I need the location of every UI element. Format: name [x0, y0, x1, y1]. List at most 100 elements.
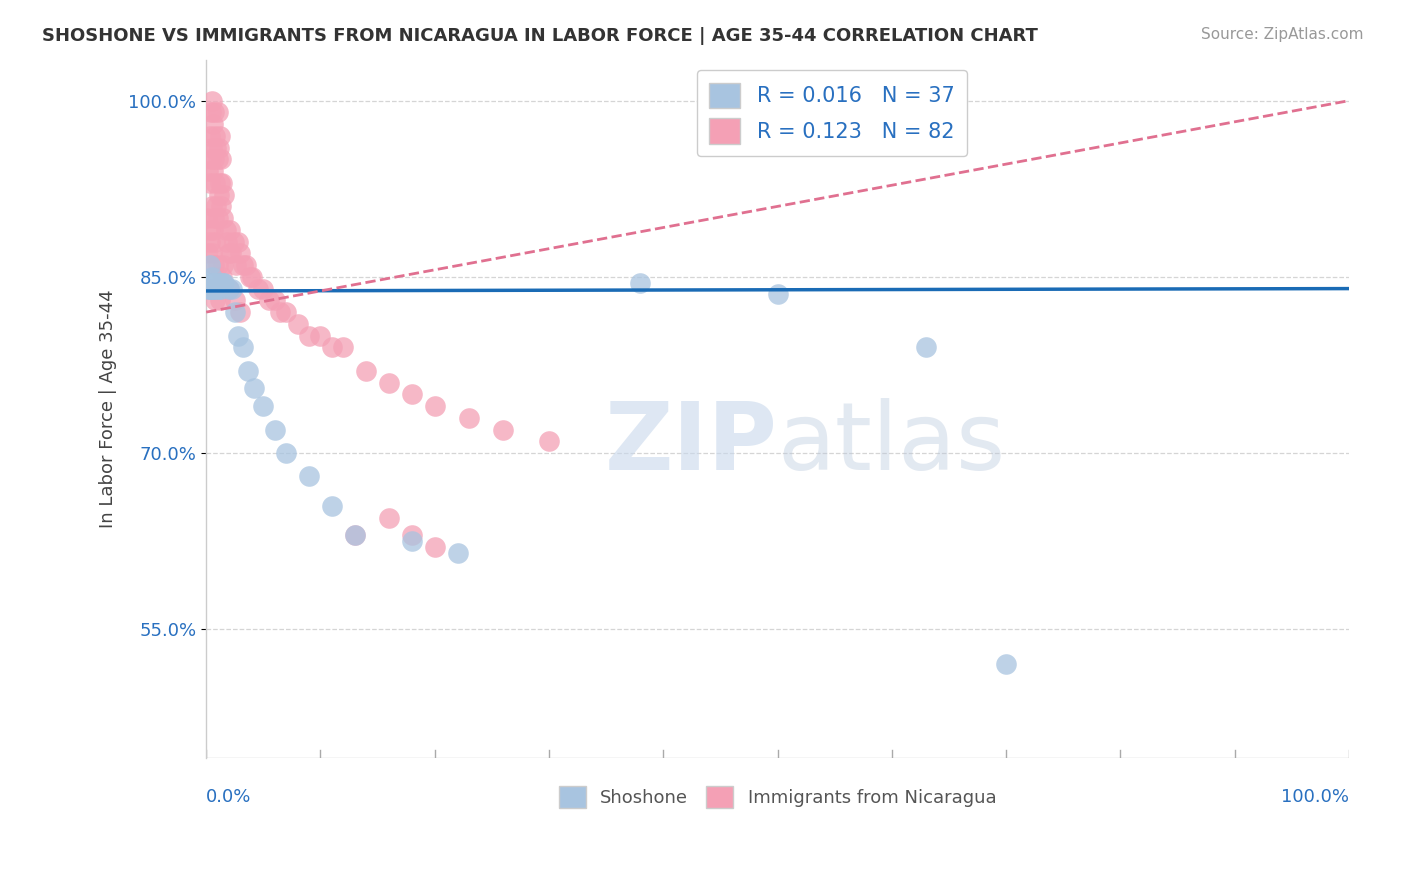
Point — [201, 141, 224, 155]
Text: 100.0%: 100.0% — [1281, 788, 1348, 805]
Point — [211, 176, 233, 190]
Point — [202, 164, 225, 178]
Point — [211, 269, 233, 284]
Point — [201, 199, 224, 213]
Point — [207, 211, 229, 226]
Point — [214, 187, 236, 202]
Point — [208, 141, 231, 155]
Point — [224, 305, 246, 319]
Point — [214, 223, 236, 237]
Point — [197, 164, 219, 178]
Point — [423, 540, 446, 554]
Text: SHOSHONE VS IMMIGRANTS FROM NICARAGUA IN LABOR FORCE | AGE 35-44 CORRELATION CHA: SHOSHONE VS IMMIGRANTS FROM NICARAGUA IN… — [42, 27, 1038, 45]
Point — [208, 282, 231, 296]
Point — [212, 211, 235, 226]
Point — [202, 282, 225, 296]
Point — [207, 258, 229, 272]
Point — [298, 328, 321, 343]
Point — [246, 282, 269, 296]
Point — [252, 399, 274, 413]
Point — [257, 293, 280, 308]
Point — [198, 235, 221, 249]
Point — [198, 258, 221, 272]
Point — [252, 282, 274, 296]
Point — [537, 434, 560, 449]
Point — [212, 276, 235, 290]
Y-axis label: In Labor Force | Age 35-44: In Labor Force | Age 35-44 — [100, 290, 117, 528]
Point — [628, 276, 651, 290]
Point — [202, 117, 225, 131]
Text: atlas: atlas — [778, 398, 1005, 490]
Point — [204, 176, 226, 190]
Point — [232, 258, 254, 272]
Point — [214, 276, 236, 290]
Point — [202, 258, 225, 272]
Point — [201, 246, 224, 260]
Point — [208, 176, 231, 190]
Point — [208, 293, 231, 308]
Point — [200, 153, 222, 167]
Point — [198, 223, 221, 237]
Point — [276, 446, 298, 460]
Point — [204, 235, 226, 249]
Point — [401, 387, 423, 401]
Point — [212, 258, 235, 272]
Point — [240, 269, 263, 284]
Point — [243, 381, 266, 395]
Point — [201, 269, 224, 284]
Point — [207, 276, 229, 290]
Point — [276, 305, 298, 319]
Point — [235, 258, 257, 272]
Point — [205, 282, 228, 296]
Point — [201, 94, 224, 108]
Point — [195, 211, 218, 226]
Point — [197, 282, 219, 296]
Point — [218, 282, 240, 296]
Point — [208, 187, 231, 202]
Point — [218, 246, 240, 260]
Point — [198, 176, 221, 190]
Point — [298, 469, 321, 483]
Point — [202, 105, 225, 120]
Point — [198, 282, 221, 296]
Point — [446, 546, 468, 560]
Point — [225, 258, 247, 272]
Point — [204, 293, 226, 308]
Point — [332, 340, 354, 354]
Point — [224, 293, 246, 308]
Text: 0.0%: 0.0% — [207, 788, 252, 805]
Point — [207, 153, 229, 167]
Point — [263, 423, 285, 437]
Point — [205, 199, 228, 213]
Point — [202, 153, 225, 167]
Point — [401, 528, 423, 542]
Point — [263, 293, 285, 308]
Point — [343, 528, 366, 542]
Text: ZIP: ZIP — [605, 398, 778, 490]
Point — [229, 305, 252, 319]
Point — [202, 211, 225, 226]
Point — [208, 128, 231, 143]
Point — [269, 305, 291, 319]
Point — [197, 246, 219, 260]
Point — [202, 276, 225, 290]
Legend: Shoshone, Immigrants from Nicaragua: Shoshone, Immigrants from Nicaragua — [551, 780, 1004, 815]
Point — [321, 340, 343, 354]
Point — [205, 141, 228, 155]
Point — [232, 340, 254, 354]
Point — [202, 276, 225, 290]
Point — [209, 282, 232, 296]
Point — [321, 499, 343, 513]
Point — [492, 423, 515, 437]
Point — [202, 223, 225, 237]
Point — [198, 128, 221, 143]
Point — [226, 328, 249, 343]
Point — [401, 534, 423, 549]
Point — [238, 364, 260, 378]
Point — [209, 199, 232, 213]
Point — [207, 105, 229, 120]
Point — [221, 282, 243, 296]
Point — [995, 657, 1018, 672]
Point — [218, 282, 240, 296]
Point — [239, 269, 262, 284]
